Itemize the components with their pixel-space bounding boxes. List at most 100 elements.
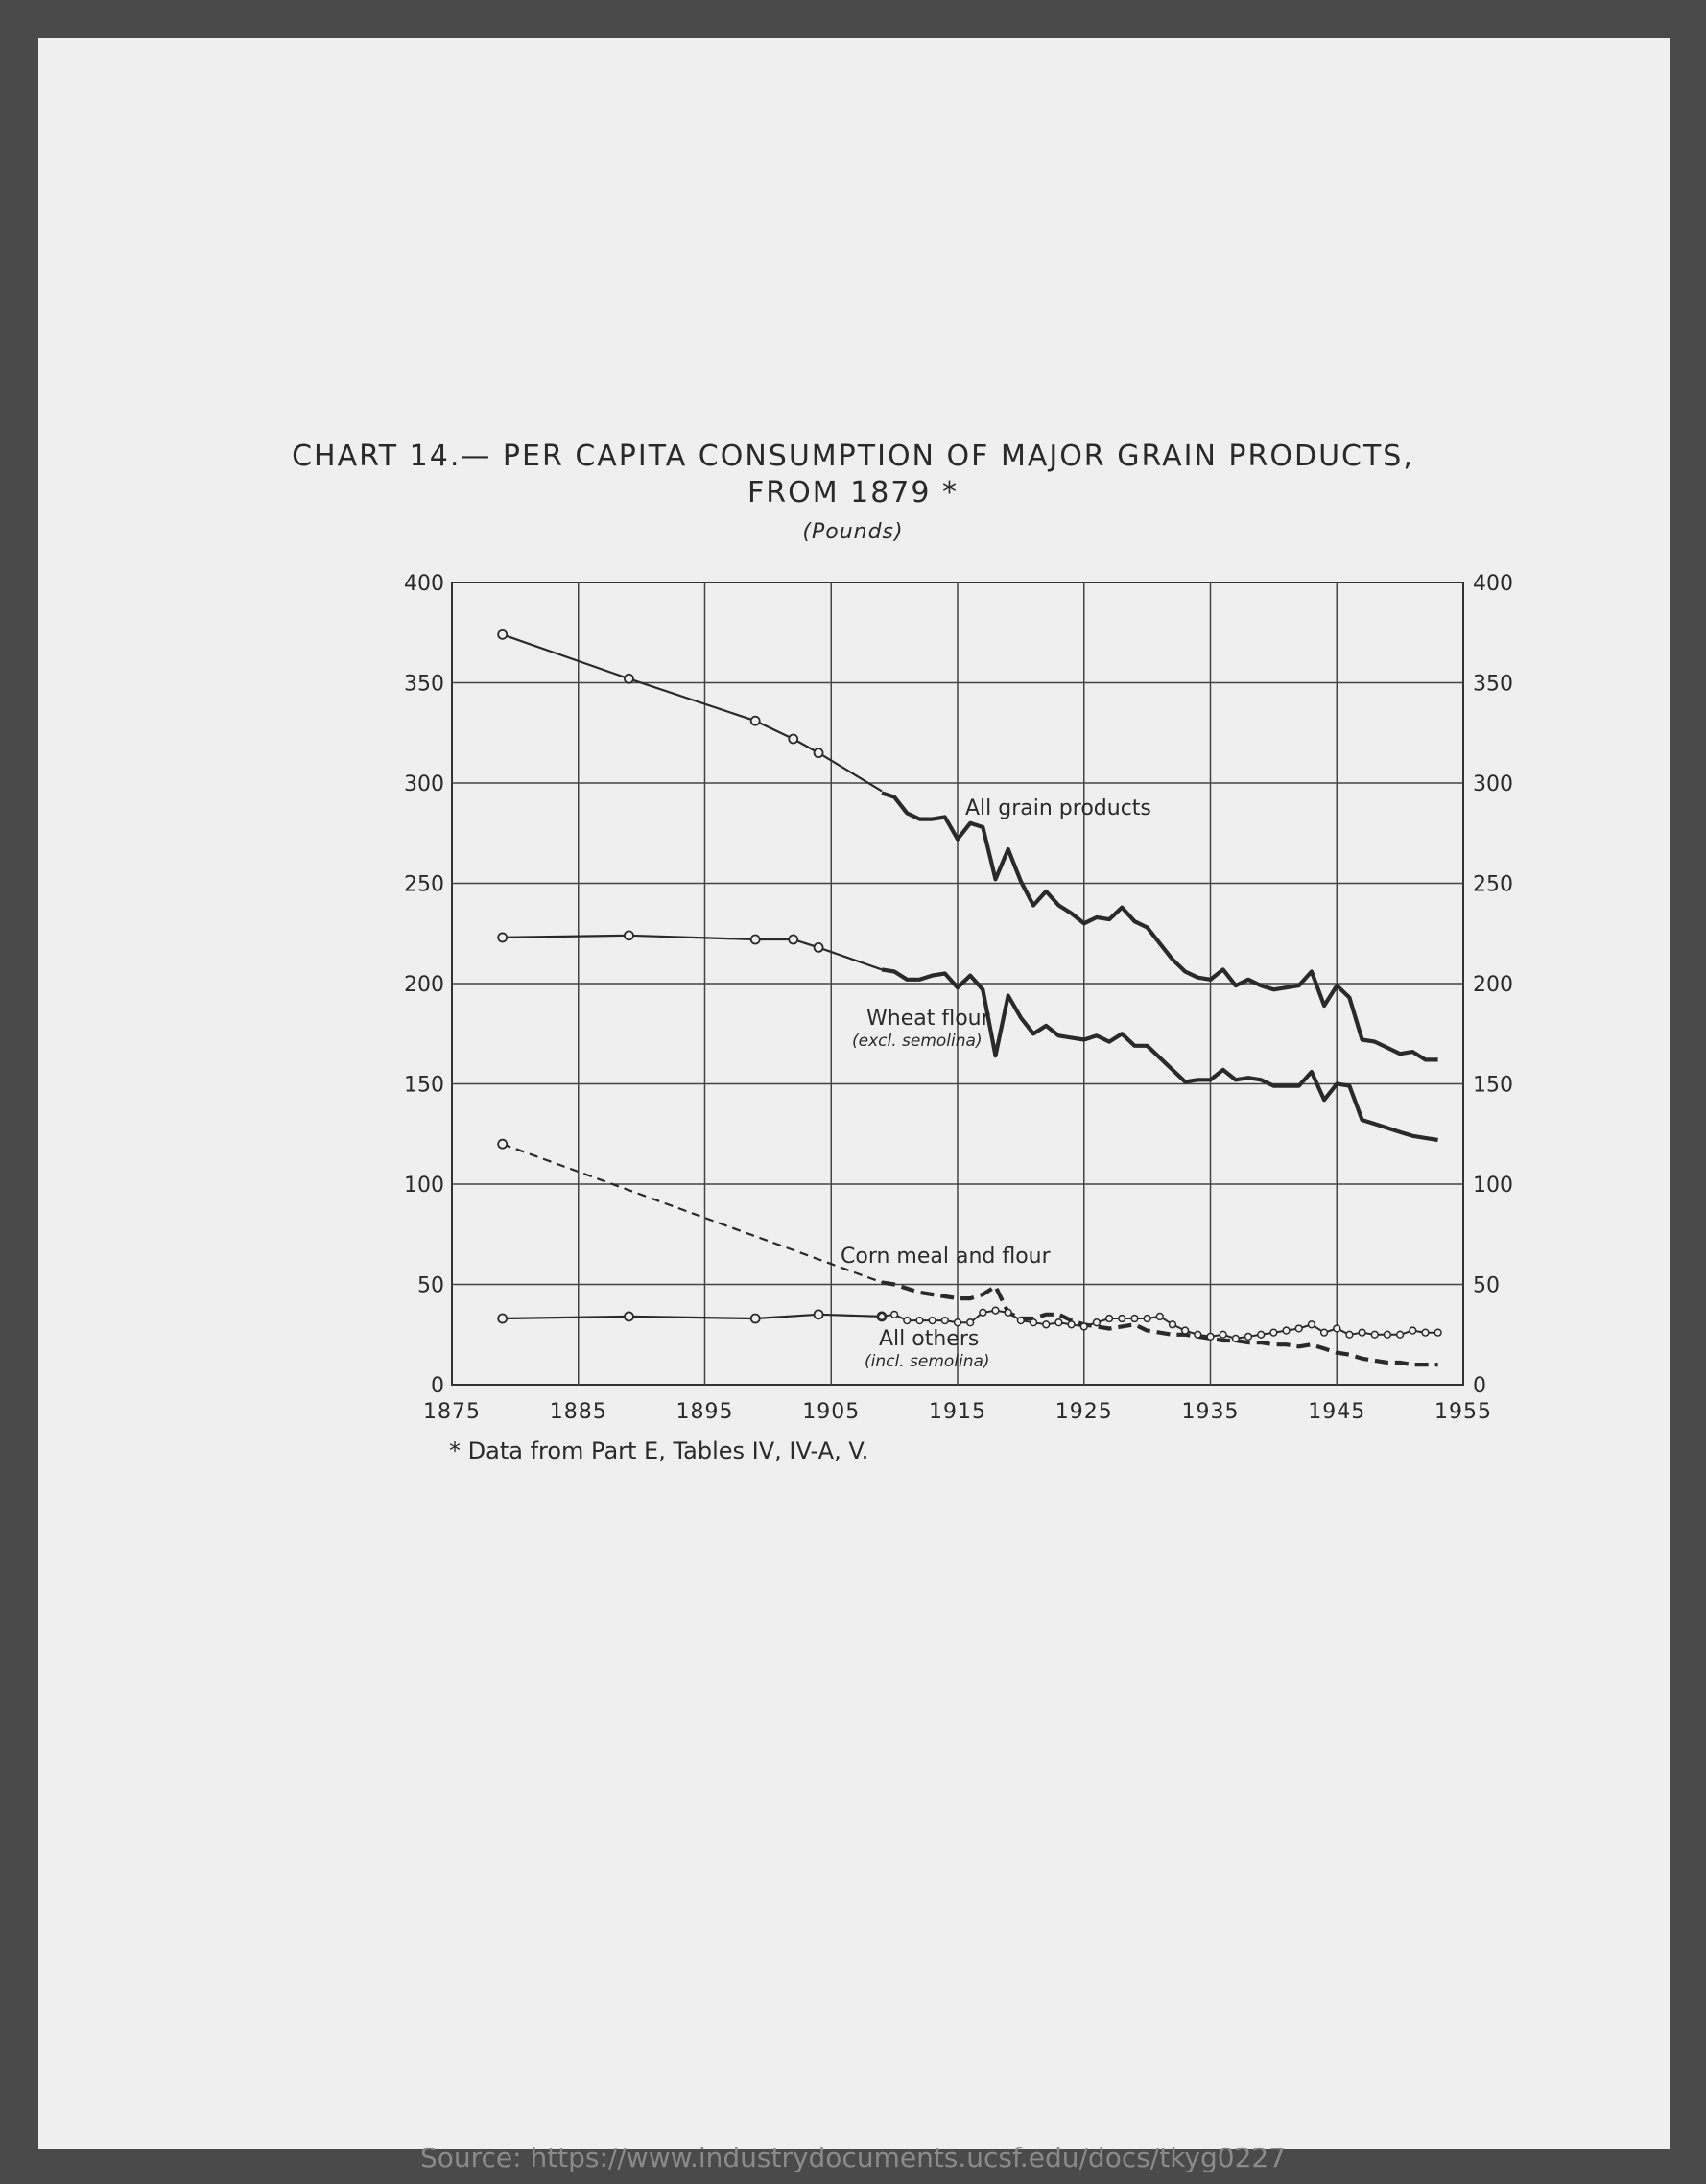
series-all-others-annual-point: [889, 1310, 899, 1318]
label-others-note: (incl. semolina): [865, 1352, 990, 1371]
series-all-others-annual-point: [1421, 1328, 1430, 1337]
series-all-others-annual-point: [903, 1316, 912, 1325]
x-tick-label: 1945: [1308, 1400, 1365, 1424]
x-tick-label: 1935: [1182, 1400, 1240, 1424]
series-all-others-annual-point: [1092, 1318, 1102, 1327]
series-all-others-annual-point: [1244, 1332, 1253, 1341]
series-all-others-annual-point: [1181, 1326, 1190, 1335]
series-all-others-annual-point: [1054, 1318, 1063, 1327]
series-all-others-annual-point: [1231, 1334, 1240, 1343]
series-all-others-annual-point: [1168, 1320, 1177, 1329]
series-all-others-early-point: [813, 1309, 824, 1320]
y-tick-label-right: 400: [1473, 572, 1513, 596]
series-all-grain-products-early-point: [813, 748, 824, 759]
y-tick-label-left: 200: [404, 973, 444, 997]
series-wheat-flour-early-point: [813, 941, 824, 953]
series-all-others-annual-point: [1370, 1330, 1379, 1339]
series-all-others-annual-point: [991, 1306, 1000, 1315]
series-all-others-annual-point: [1409, 1326, 1417, 1335]
chart-annotations: All grain products Wheat flour (excl. se…: [841, 796, 1151, 1371]
y-tick-label-right: 100: [1473, 1174, 1513, 1198]
label-wheat: Wheat flour: [866, 1007, 991, 1031]
series-all-others-annual-point: [1004, 1308, 1012, 1317]
x-tick-label: 1875: [423, 1400, 481, 1424]
series-all-others-annual-point: [979, 1308, 987, 1317]
series-all-others-annual-point: [1395, 1330, 1405, 1339]
x-tick-label: 1955: [1434, 1400, 1492, 1424]
series-all-others-annual-point: [1079, 1322, 1088, 1331]
x-tick-label: 1915: [929, 1400, 986, 1424]
series-all-others-annual-point: [940, 1316, 949, 1325]
series-wheat-flour-early-point: [788, 934, 799, 945]
series-wheat-flour-early-point: [749, 934, 761, 945]
series-all-others-annual-point: [1042, 1320, 1051, 1329]
y-tick-label-left: 150: [404, 1074, 444, 1098]
y-tick-label-right: 200: [1473, 973, 1513, 997]
chart-title-line1: CHART 14.— PER CAPITA CONSUMPTION OF MAJ…: [292, 439, 1414, 473]
chart-title-line2: FROM 1879 *: [746, 476, 960, 510]
chart-grid: [451, 582, 1464, 1386]
source-line: Source: https://www.industrydocuments.uc…: [419, 2142, 1287, 2173]
y-tick-label-right: 350: [1473, 673, 1513, 697]
footnote: * Data from Part E, Tables IV, IV-A, V.: [449, 1437, 869, 1464]
series-corn-meal-and-flour-annual-line: [881, 1280, 1438, 1367]
series-all-others-annual-point: [966, 1318, 975, 1327]
series-all-others-annual-point: [1067, 1320, 1076, 1329]
series-all-others-annual-point: [1333, 1324, 1341, 1333]
y-tick-label-left: 400: [404, 572, 444, 596]
series-all-others-annual-point: [1319, 1328, 1329, 1337]
series-all-others-annual-point: [1257, 1330, 1266, 1339]
series-all-others-annual-point: [1219, 1330, 1227, 1339]
y-tick-label-left: 350: [404, 673, 444, 697]
series-all-grain-products-early-point: [749, 715, 761, 726]
series-all-others-annual-point: [1383, 1330, 1392, 1339]
series-all-grain-products-early-point: [788, 733, 799, 745]
y-tick-label-right: 50: [1473, 1274, 1500, 1298]
series-all-others-annual-point: [1104, 1314, 1114, 1323]
series-all-others-early-line: [502, 1313, 883, 1320]
y-tick-label-left: 250: [404, 873, 444, 897]
x-tick-label: 1885: [550, 1400, 607, 1424]
series-all-others-annual-point: [1016, 1316, 1026, 1325]
series-all-others-annual-point: [1194, 1330, 1202, 1339]
series-all-others-annual-point: [1434, 1328, 1442, 1337]
series-all-others-early-point: [749, 1313, 761, 1324]
series-corn-meal-and-flour-early-point: [497, 1138, 509, 1150]
series-all-others-annual-point: [1130, 1314, 1139, 1323]
series-wheat-flour-annual-line: [881, 967, 1438, 1143]
series-all-grain-products-early-point: [497, 629, 509, 640]
series-all-others-annual-point: [1294, 1324, 1303, 1333]
x-tick-label: 1905: [802, 1400, 860, 1424]
y-tick-label-left: 50: [417, 1274, 444, 1298]
document-page: [38, 38, 1670, 2149]
series-corn-meal-and-flour-early-line: [502, 1143, 883, 1284]
series-all-others-annual-point: [953, 1318, 962, 1327]
x-tick-label: 1925: [1055, 1400, 1113, 1424]
series-all-others-annual-point: [915, 1316, 924, 1325]
series-all-others-annual-point: [1143, 1314, 1151, 1323]
y-tick-label-right: 250: [1473, 873, 1513, 897]
label-corn: Corn meal and flour: [841, 1245, 1052, 1269]
series-all-grain-products-early-point: [624, 673, 634, 684]
series-all-others-annual-point: [1358, 1328, 1366, 1337]
y-tick-label-right: 150: [1473, 1074, 1513, 1098]
series-all-others-annual-point: [1155, 1312, 1164, 1321]
y-tick-label-left: 100: [404, 1174, 444, 1198]
label-others: All others: [879, 1327, 979, 1351]
series-wheat-flour-early-point: [497, 932, 509, 943]
series-all-others-annual-point: [877, 1312, 887, 1321]
y-tick-label-left: 300: [404, 772, 444, 796]
label-all-grain: All grain products: [965, 796, 1151, 820]
label-wheat-note: (excl. semolina): [852, 1032, 983, 1051]
series-all-others-annual-point: [1282, 1326, 1291, 1335]
series-all-others-annual-point: [1345, 1330, 1354, 1339]
series-all-others-annual-point: [1029, 1318, 1038, 1327]
y-tick-label-right: 300: [1473, 772, 1513, 796]
series-all-others-early-point: [497, 1313, 509, 1324]
series-all-others-annual-point: [1307, 1320, 1316, 1329]
series-all-grain-products-early-line: [502, 633, 883, 793]
series-all-others-annual-point: [928, 1316, 936, 1325]
chart-unit: (Pounds): [802, 520, 904, 544]
